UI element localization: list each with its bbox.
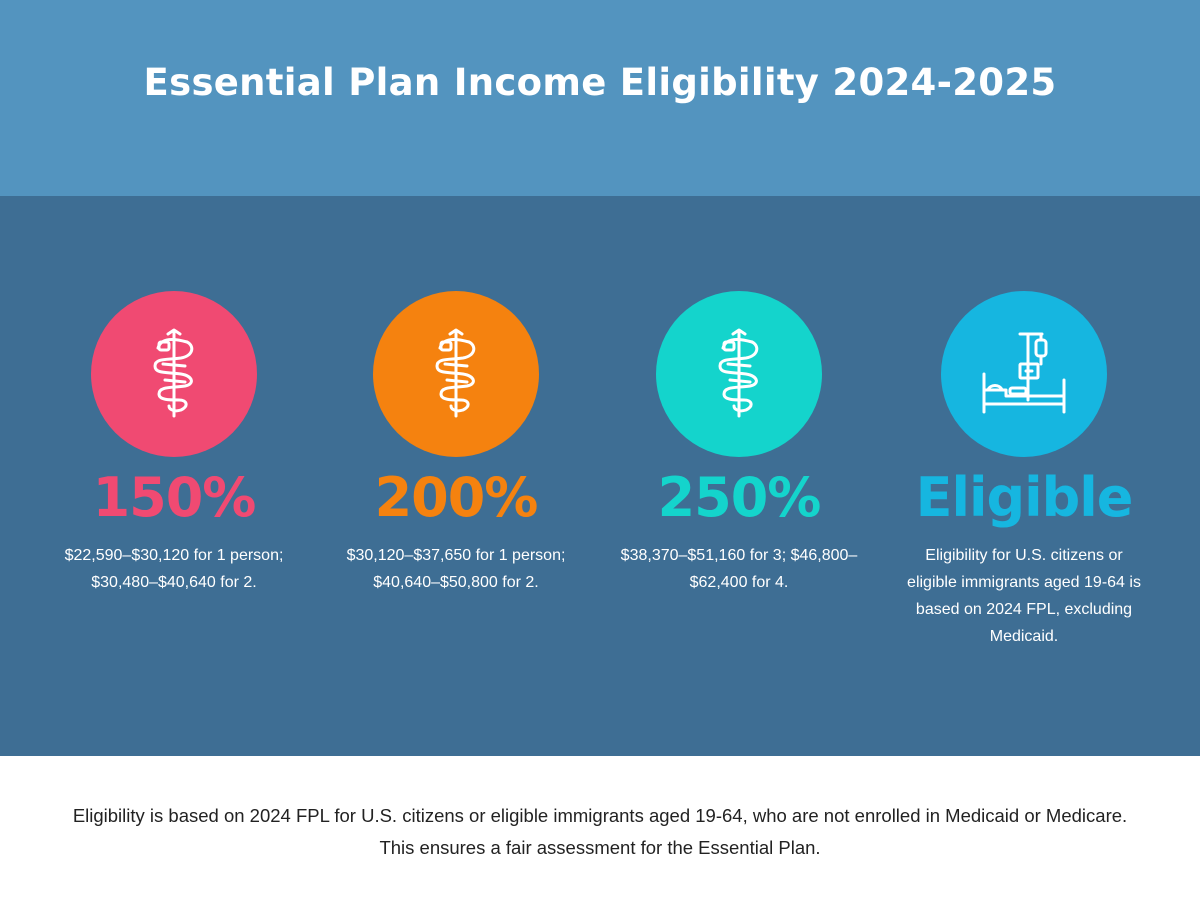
tier-headline: Eligible (915, 466, 1134, 529)
hospital-bed-iv-icon (941, 291, 1107, 457)
tier-description: Eligibility for U.S. citizens or eligibl… (907, 547, 1141, 645)
tier-description: $22,590–$30,120 for 1 person; $30,480–$4… (64, 547, 284, 591)
footer-band: Eligibility is based on 2024 FPL for U.S… (0, 756, 1200, 923)
tier-description: $30,120–$37,650 for 1 person; $40,640–$5… (346, 547, 566, 591)
caduceus-icon (656, 291, 822, 457)
tier-headline: 150% (92, 466, 257, 529)
tier-headline: 250% (657, 466, 822, 529)
page-title: Essential Plan Income Eligibility 2024-2… (143, 60, 1057, 104)
tier-description: $38,370–$51,160 for 3; $46,800–$62,400 f… (620, 547, 858, 591)
tier-headline: 200% (374, 466, 539, 529)
caduceus-icon (373, 291, 539, 457)
tiers-panel: 150% $22,590–$30,120 for 1 person; $30,4… (0, 196, 1200, 756)
footer-note: Eligibility is based on 2024 FPL for U.S… (72, 805, 1128, 858)
header-band: Essential Plan Income Eligibility 2024-2… (0, 0, 1200, 196)
caduceus-icon (91, 291, 257, 457)
